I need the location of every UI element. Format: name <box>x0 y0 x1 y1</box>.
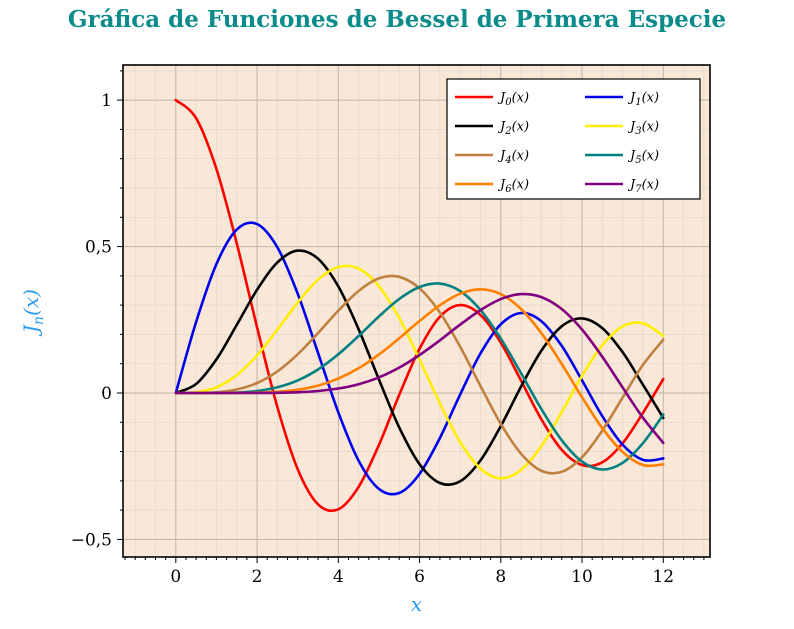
series-lines <box>174 98 665 513</box>
x-tick-label: 2 <box>252 567 263 587</box>
series-line-j5 <box>174 282 665 471</box>
x-tick-label: 12 <box>652 567 674 587</box>
series-line-j1 <box>174 221 665 496</box>
legend-label-j7: J7(x) <box>627 178 659 195</box>
y-axis-label: Jn(x) <box>19 289 47 337</box>
y-tick-label: −0,5 <box>71 530 112 550</box>
x-tick-label: 4 <box>333 567 344 587</box>
series-line-j2 <box>174 249 665 487</box>
x-tick-label: 0 <box>170 567 181 587</box>
x-tick-label: 6 <box>414 567 425 587</box>
legend-label-j5: J5(x) <box>627 149 659 166</box>
legend-label-j0: J0(x) <box>497 91 529 108</box>
legend-box <box>446 78 701 200</box>
axis-ticks <box>117 70 705 563</box>
x-axis-label: x <box>411 592 422 616</box>
legend: J0(x) J1(x) J2(x) J3(x) J4(x) J5(x) J6(x) J7(x) <box>446 78 701 200</box>
y-tick-label: 0,5 <box>85 238 112 258</box>
y-tick-label: 0 <box>101 384 112 404</box>
chart-title: Gráfica de Funciones de Bessel de Primer… <box>67 6 727 33</box>
legend-label-j4: J4(x) <box>497 149 529 166</box>
x-tick-label: 10 <box>571 567 593 587</box>
legend-label-j1: J1(x) <box>627 91 659 108</box>
plot-frame <box>122 64 711 558</box>
legend-label-j2: J2(x) <box>497 120 529 137</box>
y-tick-label: 1 <box>101 91 112 111</box>
legend-label-j6: J6(x) <box>497 178 529 195</box>
x-tick-label: 8 <box>495 567 506 587</box>
series-line-j3 <box>174 264 665 480</box>
series-line-j7 <box>174 292 665 445</box>
legend-label-j3: J3(x) <box>627 120 659 137</box>
